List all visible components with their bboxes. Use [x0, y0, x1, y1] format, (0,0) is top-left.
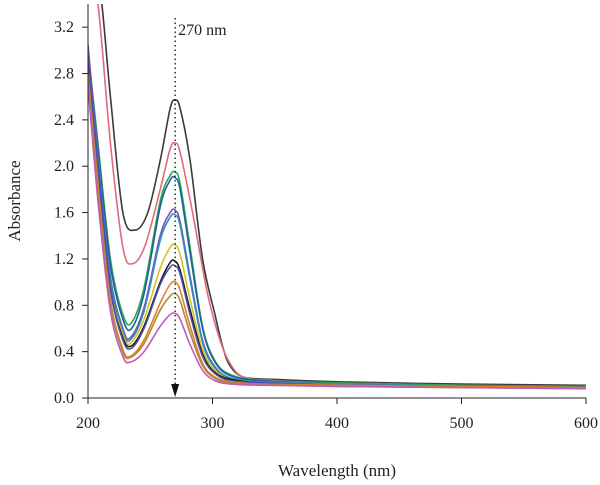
series-line-3 — [88, 50, 586, 388]
arrow-down-icon — [171, 384, 180, 397]
y-tick-label: 1.2 — [54, 251, 74, 268]
y-tick-label: 0.8 — [54, 297, 74, 314]
x-tick-label: 600 — [574, 415, 598, 432]
series-line-5 — [88, 44, 586, 389]
x-axis-title: Wavelength (nm) — [278, 461, 396, 480]
x-tick-label: 500 — [450, 415, 474, 432]
y-tick-label: 1.6 — [54, 205, 74, 222]
x-tick-label: 200 — [76, 415, 100, 432]
y-axis-title: Absorbance — [5, 160, 24, 241]
y-tick-label: 3.2 — [54, 19, 74, 36]
y-tick-label: 0.4 — [54, 344, 74, 361]
series-line-1 — [101, 4, 586, 387]
y-ticks: 0.0 0.4 0.8 1.2 1.6 2.0 2.4 2.8 3.2 — [54, 19, 88, 407]
annotation-label: 270 nm — [178, 22, 227, 39]
y-tick-label: 2.4 — [54, 112, 74, 129]
series-line-4 — [88, 56, 586, 389]
annotation-layer: 270 nm — [171, 18, 227, 397]
x-tick-label: 300 — [201, 415, 225, 432]
series-line-12 — [88, 85, 586, 390]
y-tick-label: 2.8 — [54, 66, 74, 83]
x-tick-label: 400 — [325, 415, 349, 432]
series-line-6 — [88, 61, 586, 389]
x-ticks: 200 300 400 500 600 — [76, 398, 598, 432]
y-tick-label: 2.0 — [54, 158, 74, 175]
series-layer — [88, 4, 586, 390]
y-tick-label: 0.0 — [54, 390, 74, 407]
series-line-9 — [88, 56, 586, 389]
series-line-8 — [88, 61, 586, 389]
